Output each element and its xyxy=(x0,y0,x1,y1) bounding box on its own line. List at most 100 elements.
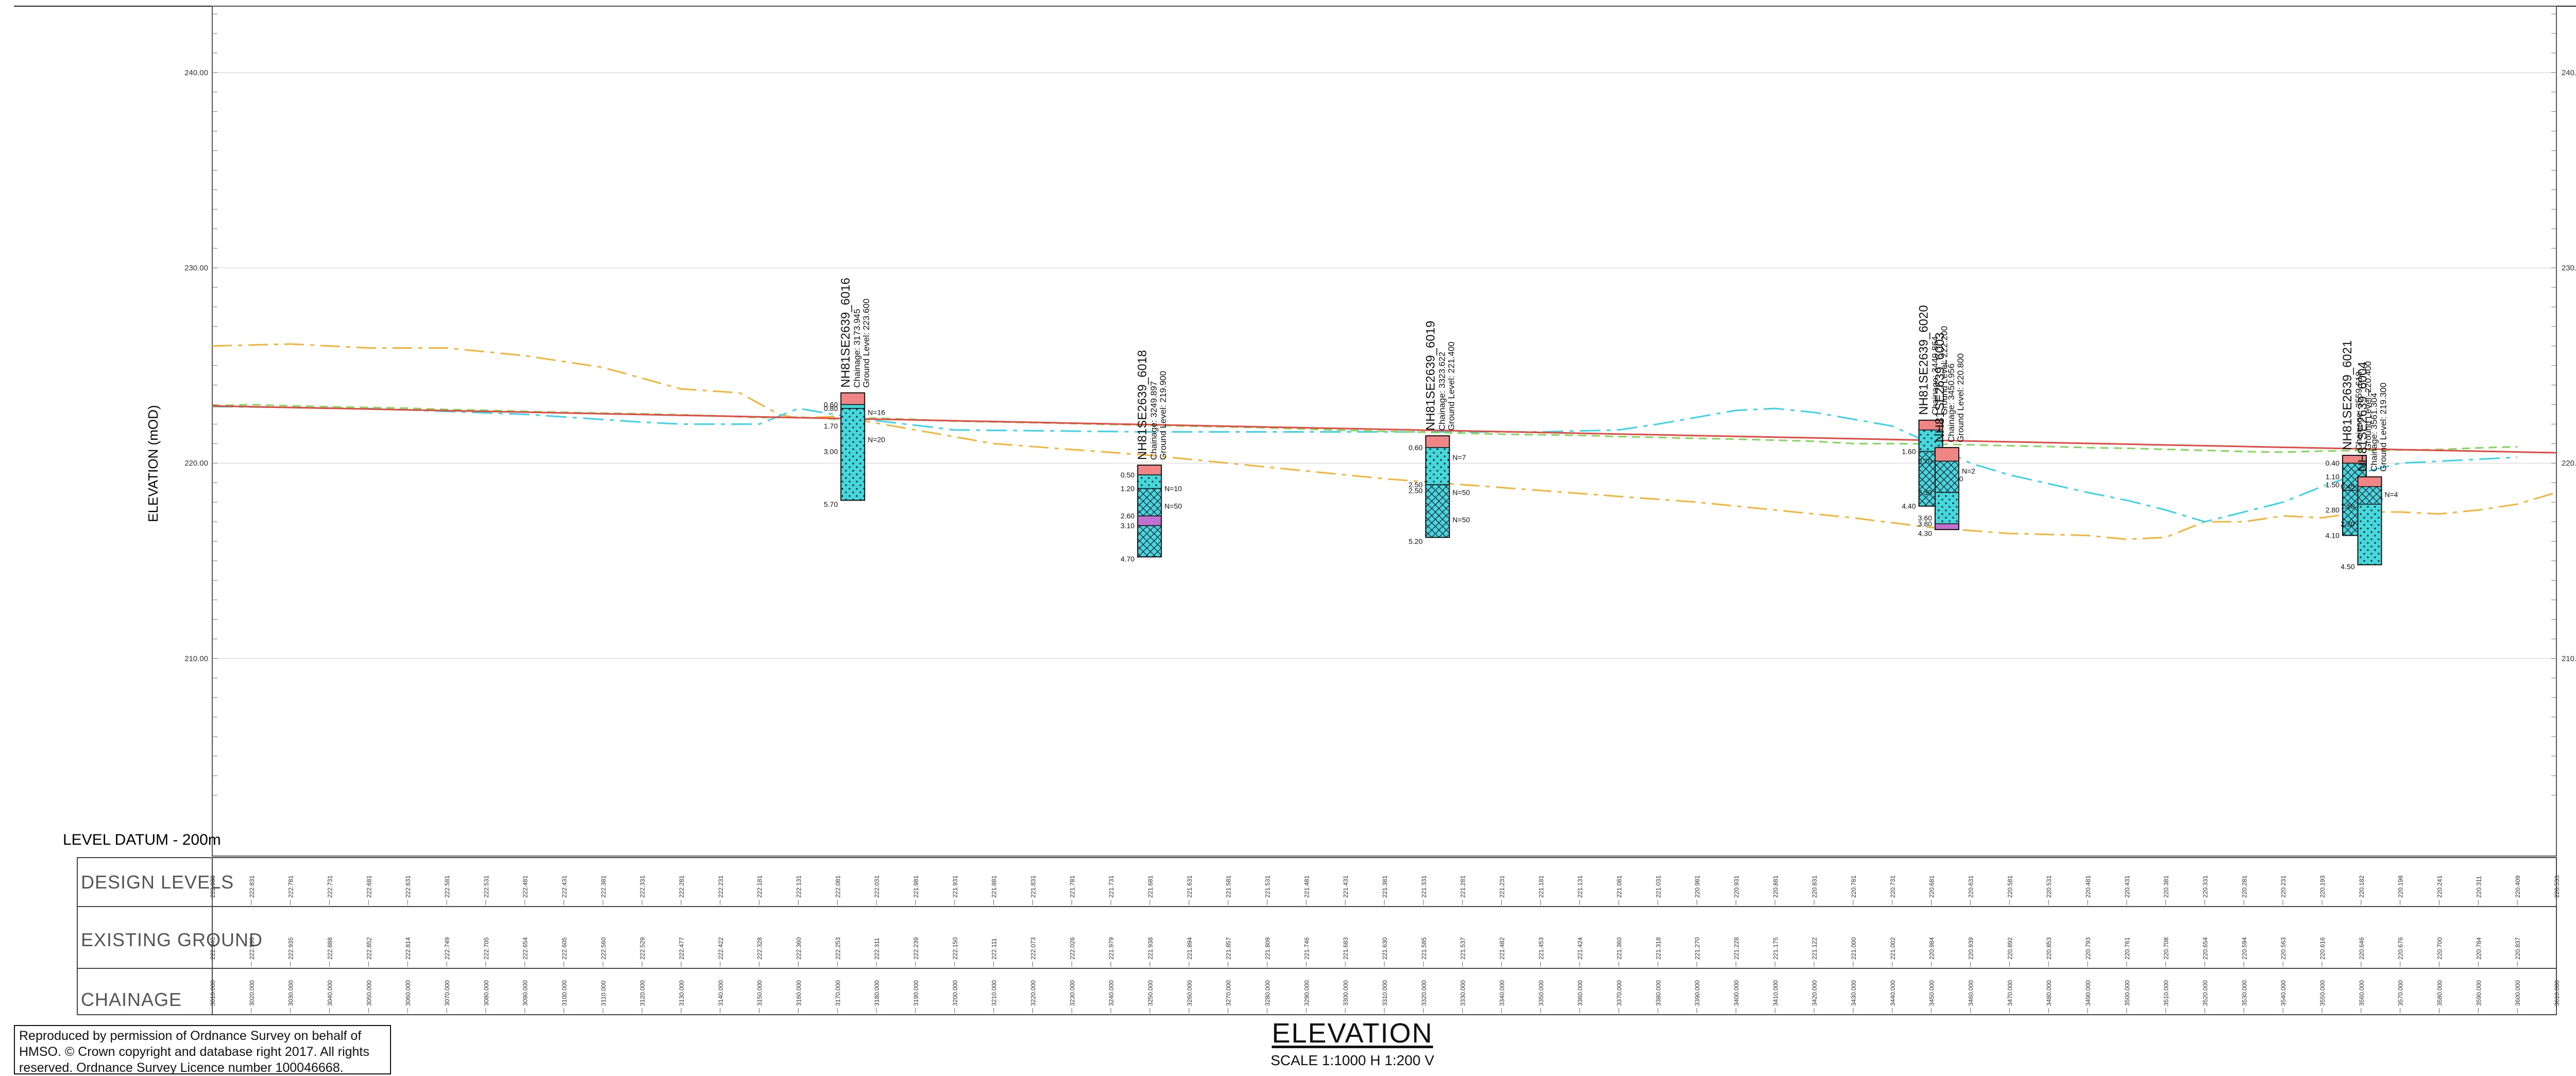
existing-ground-cell: 222.852 xyxy=(365,937,372,960)
y-tick-label-left: 230.00 xyxy=(184,264,208,272)
existing-ground-cell: 222.477 xyxy=(678,937,685,960)
design-level-cell: 220.198 xyxy=(2397,875,2404,898)
profile-lines xyxy=(212,343,2557,540)
borehole-depth: 2.80 xyxy=(2326,506,2340,514)
chainage-cell: 3350.000 xyxy=(1537,980,1545,1006)
borehole-outline xyxy=(2357,476,2382,566)
existing-ground-cell: 222.654 xyxy=(522,937,529,960)
y-tick-label-left: 240.00 xyxy=(184,69,208,77)
borehole-depth: 2.50 xyxy=(1409,486,1422,494)
existing-ground-cell: 222.111 xyxy=(991,938,998,960)
design-level-cell: 221.381 xyxy=(1381,875,1388,898)
existing-ground-cell: 221.122 xyxy=(1811,937,1818,960)
y-tick-label-right: 230.00 xyxy=(2562,264,2576,272)
existing-ground-cell: 221.537 xyxy=(1460,937,1467,960)
borehole-outline xyxy=(1935,447,1959,531)
existing-ground-cell: 221.894 xyxy=(1186,937,1193,960)
design-level-cell: 222.731 xyxy=(327,875,334,898)
borehole-hatch xyxy=(1426,484,1450,538)
existing-ground-cell: 220.984 xyxy=(1928,937,1936,960)
borehole-depth: 1.20 xyxy=(1121,484,1134,492)
design-level-cell: 220.531 xyxy=(2045,875,2053,898)
boreholes: NH81SE2639_6016 Chainage: 3173.945 Ground … xyxy=(824,278,2398,571)
chainage-cell: 3600.000 xyxy=(2514,980,2521,1006)
borehole-depth: 3.60 xyxy=(1918,514,1932,522)
borehole-depth: 2.30 xyxy=(1918,488,1932,497)
design-level-cell: 220.331 xyxy=(2202,875,2209,898)
y-tick-label-right: 210.00 xyxy=(2562,654,2576,663)
chainage-cell: 3110.000 xyxy=(600,981,607,1006)
design-level-cell: 222.431 xyxy=(561,875,568,898)
existing-ground-cell: 220.892 xyxy=(2006,937,2013,960)
design-level-cell: 220.981 xyxy=(1694,875,1701,898)
existing-ground-cell: 220.939 xyxy=(1968,937,1975,960)
borehole-chainage: Chainage: 3249.897 xyxy=(1149,381,1159,460)
design-level-cell: 221.781 xyxy=(1069,875,1076,898)
existing-ground-cell: 220.853 xyxy=(2045,937,2053,960)
design-level-cell: 222.531 xyxy=(483,875,490,898)
design-level-cell: 220.831 xyxy=(1811,875,1818,898)
chainage-cell: 3440.000 xyxy=(1889,980,1896,1006)
chainage-cell: 3560.000 xyxy=(2358,980,2365,1006)
chainage-cell: 3190.000 xyxy=(912,980,920,1006)
borehole-ground-level: Ground Level: 219.300 xyxy=(2379,383,2388,472)
y-tick-label-right: 240.00 xyxy=(2562,69,2576,77)
drawing-title: ELEVATION xyxy=(1272,1018,1433,1049)
design-level-cell: 222.381 xyxy=(600,875,607,898)
design-level-cell: 221.431 xyxy=(1342,875,1349,898)
borehole-depth: 3.80 xyxy=(1918,520,1932,528)
existing-ground-cell: 222.814 xyxy=(404,937,412,960)
borehole-depth: 4.50 xyxy=(2341,562,2354,571)
existing-ground-cell: 222.605 xyxy=(561,937,568,960)
borehole-layer xyxy=(840,404,865,409)
chainage-cell: 3220.000 xyxy=(1030,980,1037,1006)
borehole-ground-level: Ground Level: 220.800 xyxy=(1956,353,1965,442)
chainage-cell: 3470.000 xyxy=(2006,980,2013,1006)
existing-ground-cell: 222.749 xyxy=(444,937,451,960)
chainage-cell: 3340.000 xyxy=(1499,980,1506,1006)
borehole-depth: 4.10 xyxy=(2326,532,2340,540)
borehole-ground-level: Ground Level: 222.200 xyxy=(1940,326,1950,415)
existing-ground-cell: 222.946 xyxy=(209,937,216,960)
design-level-cell: 220.681 xyxy=(1928,875,1936,898)
design-level-cell: 222.081 xyxy=(834,875,841,898)
borehole-depth: 4.70 xyxy=(1121,555,1134,563)
chainage-cell: 3020.000 xyxy=(248,980,256,1006)
existing-ground-cell: 221.683 xyxy=(1342,937,1349,960)
chainage-cell: 3070.000 xyxy=(444,980,451,1006)
borehole-layer xyxy=(1425,435,1450,448)
borehole-hatch xyxy=(1935,492,1959,524)
existing-ground-cell: 220.616 xyxy=(2319,937,2326,960)
borehole-ground-level: Ground Level: 223.600 xyxy=(861,299,871,388)
chainage-cell: 3510.000 xyxy=(2163,980,2170,1006)
chainage-cell: 3320.000 xyxy=(1420,980,1428,1006)
existing-ground-cell: 221.979 xyxy=(1108,937,1115,960)
borehole-outline xyxy=(1137,464,1162,558)
borehole-depth: 0.70 xyxy=(1918,457,1932,465)
y-tick-label-right: 220.00 xyxy=(2562,459,2576,468)
design-level-cell: 222.031 xyxy=(873,875,880,898)
design-profile xyxy=(212,405,2557,454)
chainage-cell: 3390.000 xyxy=(1694,980,1701,1006)
drawing-scale: SCALE 1:1000 H 1:200 V xyxy=(1270,1052,1434,1068)
existing-ground-cell: 221.585 xyxy=(1420,937,1428,960)
existing-ground-cell: 221.360 xyxy=(1616,937,1623,960)
table-cells: 222.930 222.831 222.781 222.731 222.681 222.6… xyxy=(209,875,2561,1013)
borehole-depth: 3.00 xyxy=(824,447,838,455)
chainage-cell: 3520.000 xyxy=(2202,980,2209,1006)
chainage-cell: 3360.000 xyxy=(1577,980,1584,1006)
existing-ground-cell: 220.793 xyxy=(2084,937,2092,960)
borehole-ground-level: Ground Level: 219.900 xyxy=(1158,371,1168,460)
design-level-cell: 220.533 xyxy=(2553,875,2561,898)
existing-ground-cell: 220.563 xyxy=(2280,937,2287,960)
chainage-cell: 3250.000 xyxy=(1147,980,1154,1006)
existing-ground-cell: 221.453 xyxy=(1537,937,1545,960)
borehole-depth: 2.50 xyxy=(1409,481,1422,489)
existing-ground-cell: 222.073 xyxy=(1030,937,1037,960)
design-level-cell: 222.581 xyxy=(444,875,451,898)
borehole-id: NH81SE2639_6021 xyxy=(2341,340,2354,451)
chainage-cell: 3120.000 xyxy=(639,980,646,1006)
level-datum: LEVEL DATUM - 200m xyxy=(63,831,221,848)
existing-ground-cell: 222.360 xyxy=(795,937,803,960)
design-level-cell: 221.281 xyxy=(1460,875,1467,898)
